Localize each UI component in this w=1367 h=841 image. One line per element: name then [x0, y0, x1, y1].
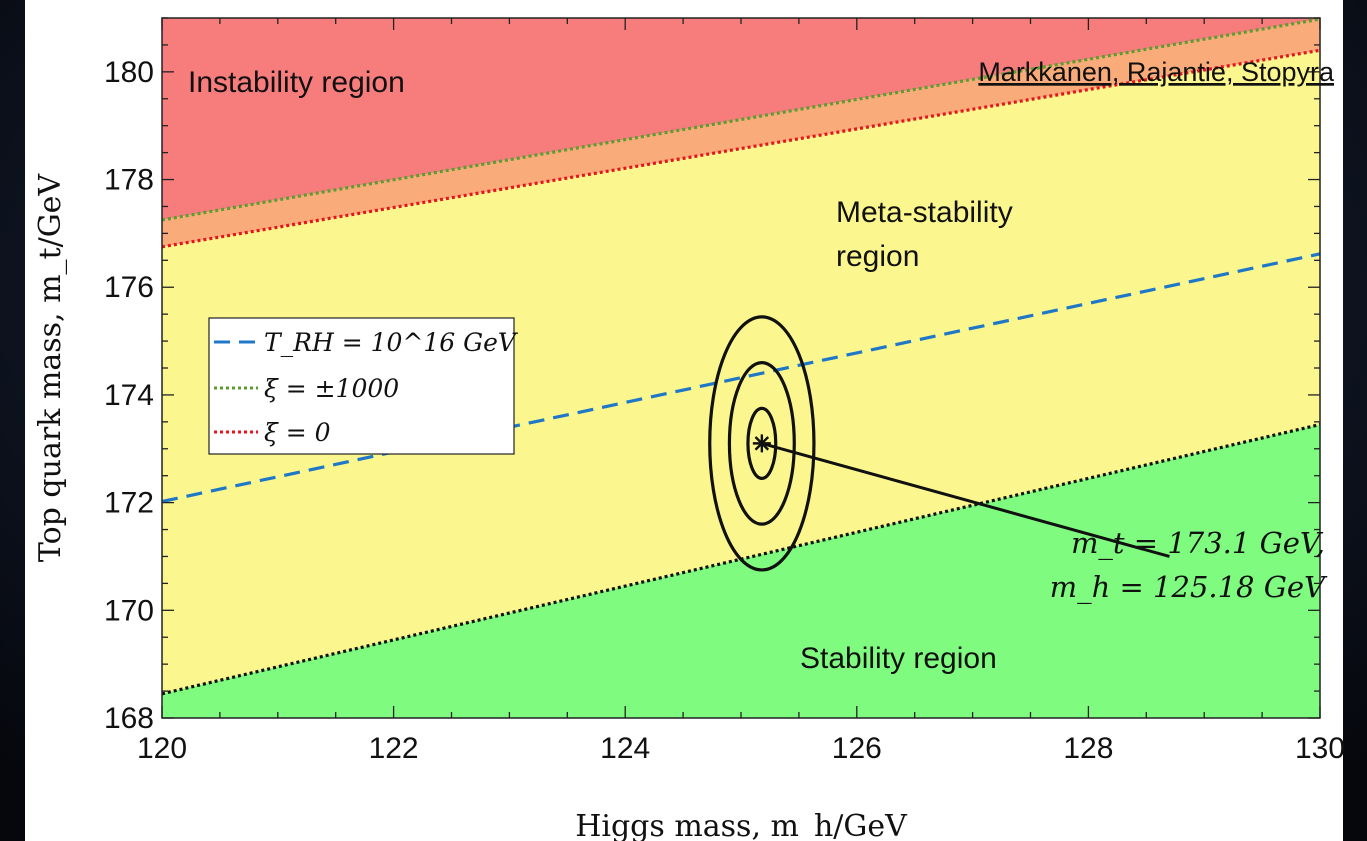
measurement-label-mt: m_t = 173.1 GeV,	[1071, 526, 1325, 561]
series-line-xi0	[162, 48, 1320, 249]
legend-label-trh: T_RH = 10^16 GeV	[264, 328, 519, 357]
meta-stability-label-line1: Meta-stability	[836, 196, 1013, 229]
legend: T_RH = 10^16 GeV ξ = ±1000 ξ = 0	[208, 317, 519, 455]
series-line-trh	[162, 252, 1320, 504]
instability-region	[162, 18, 1320, 220]
measurement-label-mh: m_h = 125.18 GeV	[1050, 570, 1328, 605]
confidence-ellipse	[708, 315, 816, 572]
xi-band-region	[162, 19, 1320, 247]
y-tick-labels: 168 170 172 174 176 178 180	[104, 56, 154, 735]
x-tick-label: 130	[1295, 732, 1345, 765]
stability-region	[162, 424, 1320, 718]
y-tick-label: 172	[104, 487, 154, 520]
y-tick-label: 178	[104, 164, 154, 197]
confidence-ellipse	[727, 361, 796, 526]
credit-label: Markkanen, Rajantie, Stopyra	[978, 57, 1335, 87]
meta-stability-region-label: Meta-stability region	[836, 196, 1021, 273]
y-tick-label: 170	[104, 594, 154, 627]
y-tick-label: 176	[104, 271, 154, 304]
legend-label-xi0: ξ = 0	[264, 418, 331, 447]
measurement-pointer	[761, 441, 1170, 558]
instability-region-label: Instability region	[188, 66, 405, 99]
stability-region-label: Stability region	[800, 642, 997, 675]
measurement-point	[752, 434, 771, 453]
confidence-ellipse	[746, 406, 778, 480]
x-tick-label: 122	[369, 732, 419, 765]
measurement	[708, 315, 1170, 572]
plot-frame	[161, 17, 1321, 719]
x-tick-label: 128	[1063, 732, 1113, 765]
legend-box	[208, 317, 515, 455]
y-axis-label: Top quark mass, m_t/GeV	[33, 173, 68, 562]
x-tick-label: 120	[137, 732, 187, 765]
y-tick-label: 180	[104, 56, 154, 89]
y-tick-label: 168	[104, 702, 154, 735]
x-axis-label: Higgs mass, m_h/GeV	[575, 809, 908, 841]
legend-label-xi1000: ξ = ±1000	[264, 374, 399, 403]
x-tick-label: 124	[600, 732, 650, 765]
y-tick-label: 174	[104, 379, 154, 412]
meta-stability-label-line2: region	[836, 240, 919, 273]
x-tick-label: 126	[832, 732, 882, 765]
meta-stability-region	[162, 50, 1320, 694]
x-tick-labels: 120 122 124 126 128 130	[137, 732, 1345, 765]
series-line-xi1000	[162, 18, 1320, 222]
